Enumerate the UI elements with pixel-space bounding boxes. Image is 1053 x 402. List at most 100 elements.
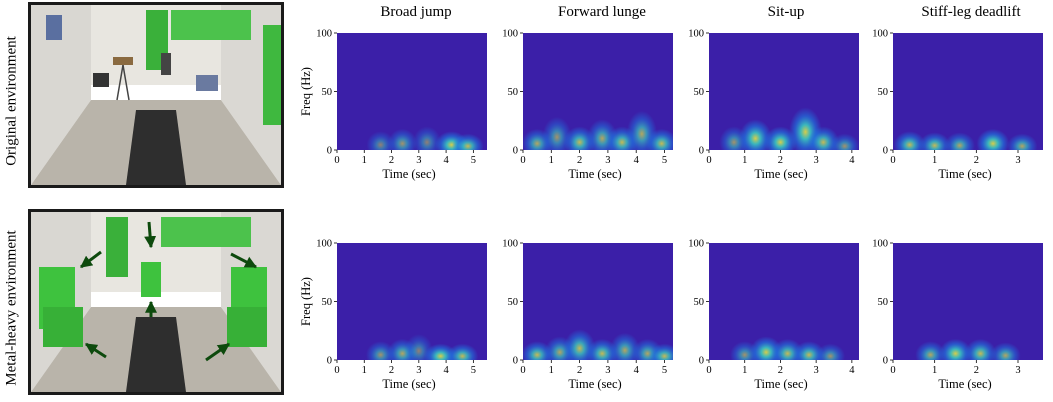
x-tick-label: 0: [520, 155, 525, 166]
x-tick-label: 1: [549, 155, 554, 166]
energy-layer: [523, 329, 673, 360]
x-tick-label: 4: [443, 155, 449, 166]
x-axis-label: Time (sec): [938, 167, 991, 181]
room-photo-original: [28, 2, 284, 188]
energy-blob: [964, 338, 997, 360]
x-tick-label: 0: [334, 155, 339, 166]
y-tick-label: 50: [508, 297, 519, 308]
energy-blob: [648, 343, 673, 360]
y-tick-label: 0: [513, 356, 518, 367]
energy-blob: [366, 131, 395, 150]
energy-blob: [830, 133, 859, 150]
x-tick-label: 5: [662, 155, 667, 166]
y-tick-label: 0: [883, 356, 888, 367]
y-tick-label: 50: [694, 87, 705, 98]
energy-blob: [452, 133, 484, 150]
y-tick-label: 0: [699, 146, 704, 157]
y-tick-label: 100: [502, 29, 518, 40]
x-axis-label: Time (sec): [382, 377, 435, 391]
x-axis-label: Time (sec): [754, 377, 807, 391]
plot-area: [893, 33, 1043, 150]
x-tick-label: 3: [605, 155, 610, 166]
x-tick-label: 2: [389, 365, 394, 376]
y-tick-label: 50: [694, 297, 705, 308]
y-tick-label: 0: [513, 146, 518, 157]
energy-blob: [815, 343, 846, 360]
y-tick-label: 50: [322, 87, 333, 98]
x-tick-label: 2: [577, 155, 582, 166]
energy-blob: [918, 132, 951, 150]
energy-blob: [446, 343, 479, 360]
energy-blob: [915, 341, 946, 360]
x-tick-label: 5: [471, 365, 476, 376]
x-tick-label: 2: [778, 155, 783, 166]
x-tick-label: 0: [520, 365, 525, 376]
energy-blob: [893, 131, 926, 150]
y-tick-label: 0: [327, 356, 332, 367]
energy-layer: [730, 336, 846, 360]
x-tick-label: 0: [706, 365, 711, 376]
y-tick-label: 100: [872, 239, 888, 250]
x-tick-label: 3: [1015, 155, 1020, 166]
x-tick-label: 0: [890, 365, 895, 376]
x-tick-label: 1: [742, 365, 747, 376]
x-tick-label: 4: [634, 155, 640, 166]
room-illustration-metal: [31, 212, 281, 392]
x-tick-label: 5: [471, 155, 476, 166]
y-tick-label: 100: [316, 239, 332, 250]
y-axis-label: Freq (Hz): [299, 67, 313, 116]
energy-blob: [645, 128, 673, 150]
column-title-broad-jump: Broad jump: [380, 4, 452, 20]
x-tick-label: 1: [742, 155, 747, 166]
x-tick-label: 4: [443, 365, 449, 376]
spectrogram-stiff-leg-deadlift-original: 0 1 2 3 0 50 100 Time (sec): [872, 29, 1043, 181]
x-tick-label: 2: [974, 155, 979, 166]
x-tick-label: 2: [389, 155, 394, 166]
x-tick-label: 4: [849, 155, 855, 166]
x-tick-label: 1: [362, 365, 367, 376]
energy-blob: [387, 128, 418, 150]
column-title-sit-up: Sit-up: [767, 4, 805, 20]
x-tick-label: 1: [932, 155, 937, 166]
x-tick-label: 5: [662, 365, 667, 376]
x-axis-label: Time (sec): [382, 167, 435, 181]
plot-area: [337, 33, 487, 150]
column-title-stiff-leg-deadlift: Stiff-leg deadlift: [921, 4, 1021, 20]
x-tick-label: 2: [974, 365, 979, 376]
energy-layer: [366, 126, 484, 150]
energy-layer: [893, 128, 1038, 150]
energy-blob: [413, 126, 441, 150]
column-title-forward-lunge: Forward lunge: [558, 4, 646, 20]
x-tick-label: 0: [890, 155, 895, 166]
y-tick-label: 0: [327, 146, 332, 157]
x-tick-label: 4: [634, 365, 640, 376]
room-illustration-original: [31, 5, 281, 185]
y-tick-label: 100: [688, 239, 704, 250]
energy-layer: [366, 334, 479, 360]
x-tick-label: 3: [605, 365, 610, 376]
x-tick-label: 3: [416, 365, 421, 376]
energy-layer: [523, 110, 673, 150]
x-axis-label: Time (sec): [754, 167, 807, 181]
energy-blob: [939, 338, 972, 360]
energy-blob: [563, 126, 596, 150]
x-tick-label: 3: [814, 365, 819, 376]
x-axis-label: Time (sec): [938, 377, 991, 391]
x-tick-label: 2: [778, 365, 783, 376]
y-tick-label: 100: [688, 29, 704, 40]
plot-area: [893, 243, 1043, 360]
x-tick-label: 4: [849, 365, 855, 376]
y-tick-label: 50: [322, 297, 333, 308]
x-axis-label: Time (sec): [568, 377, 621, 391]
energy-blob: [1006, 133, 1038, 150]
x-axis-label: Time (sec): [568, 167, 621, 181]
y-tick-label: 0: [883, 146, 888, 157]
x-tick-label: 0: [706, 155, 711, 166]
spectrogram-sit-up-original: 0 1 2 3 4 0 50 100 Time (sec): [688, 29, 859, 181]
y-axis-label: Freq (Hz): [299, 277, 313, 326]
